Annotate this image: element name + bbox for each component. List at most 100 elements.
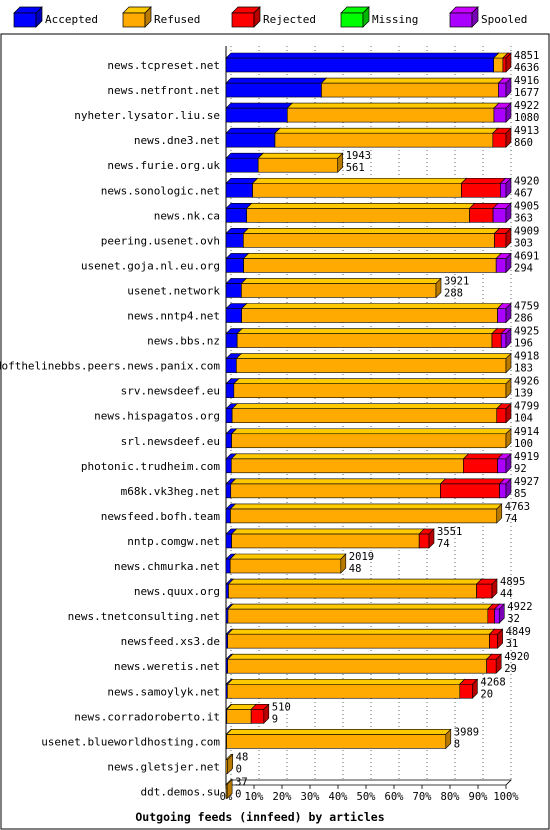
legend-swatch-front <box>122 12 146 28</box>
bar-segment-spooled-side <box>505 202 512 224</box>
bar-segment-refused <box>235 352 512 374</box>
category-label: newsfeed.xs3.de <box>121 635 220 648</box>
total-label: 4925 <box>514 326 539 338</box>
bar-row <box>225 302 512 324</box>
bar-segment-refused-top <box>235 353 512 359</box>
total-label: 2019 <box>349 551 374 563</box>
category-label: news.nntp4.net <box>127 310 220 323</box>
bar-segment-rejected-side <box>505 52 512 73</box>
category-label: ddt.demos.su <box>141 785 220 798</box>
accepted-label: 31 <box>506 638 519 650</box>
outer-border <box>0 33 550 830</box>
total-label: 4895 <box>500 576 525 588</box>
legend-swatch-side <box>35 6 43 28</box>
bar-segment-refused <box>225 753 234 775</box>
legend-item-missing: Missing <box>340 6 418 28</box>
legend-swatch-front <box>13 12 37 28</box>
bar-segment-accepted-front <box>225 283 242 298</box>
bar-segment-accepted-top <box>225 177 259 184</box>
category-label: news.quux.org <box>134 585 220 598</box>
bar-segment-refused-front <box>241 283 437 298</box>
bar-segment-refused-side <box>445 728 452 750</box>
bar-segment-rejected-side <box>497 628 503 649</box>
x-tick-label: 70% <box>413 791 433 803</box>
bar-row <box>225 277 442 299</box>
category-label: news.gletsjer.net <box>107 760 220 773</box>
bar-segment-spooled <box>496 302 512 324</box>
accepted-label: 561 <box>346 162 365 174</box>
bar-segment-rejected <box>462 453 504 474</box>
category-label: nntp.comgw.net <box>127 535 220 548</box>
bar-segment-accepted-top <box>225 102 294 109</box>
total-label: 4763 <box>505 501 530 513</box>
bar-segment-refused-front <box>226 734 447 749</box>
bar-segment-rejected <box>418 528 435 549</box>
accepted-label: 20 <box>480 688 493 700</box>
bar-segment-refused-front <box>233 383 507 398</box>
category-label: news.hispagatos.org <box>94 410 220 423</box>
bar-segment-refused-front <box>231 408 498 424</box>
bar-segment-rejected-side <box>505 402 512 424</box>
bar-segment-accepted <box>225 127 281 148</box>
accepted-label: 4636 <box>514 62 539 74</box>
bar-segment-rejected <box>460 177 507 198</box>
bar-segment-refused-side <box>337 152 344 173</box>
bar-segment-refused-front <box>243 258 497 273</box>
bar-segment-rejected <box>502 52 512 73</box>
total-label: 4799 <box>514 401 539 413</box>
bar-segment-rejected-front <box>494 233 507 248</box>
bar-segment-refused-side <box>496 503 503 524</box>
bar-segment-rejected-front <box>486 658 497 674</box>
bar-row <box>225 703 270 725</box>
bar-segment-refused-top <box>245 203 476 209</box>
bar-segment-rejected-front <box>459 683 473 699</box>
accepted-label: 100 <box>514 438 533 450</box>
bar-segment-accepted-front <box>225 433 232 449</box>
bar-row <box>225 352 512 374</box>
bar-segment-spooled-front <box>499 483 507 499</box>
bar-segment-refused-top <box>274 127 499 134</box>
bar-segment-refused-top <box>229 553 347 560</box>
bar-segment-spooled-front <box>500 333 507 348</box>
bar-segment-rejected <box>488 628 504 649</box>
accepted-label: 196 <box>514 338 533 350</box>
total-label: 4268 <box>480 676 505 688</box>
bar-segment-spooled <box>497 77 512 98</box>
bar-row <box>225 127 512 148</box>
bar-segment-refused-side <box>505 377 512 399</box>
bar-segment-rejected <box>459 678 479 699</box>
category-label: newsfeed.bofh.team <box>101 510 221 523</box>
total-label: 4920 <box>514 175 539 187</box>
total-label: 4922 <box>514 100 539 112</box>
total-label: 3551 <box>437 526 462 538</box>
bar-segment-accepted-front <box>225 208 248 223</box>
bar-row <box>225 528 435 549</box>
bar-segment-accepted <box>225 152 264 173</box>
bar-segment-refused-top <box>227 578 483 585</box>
legend-swatch-side <box>362 6 370 28</box>
accepted-label: 9 <box>272 713 278 725</box>
bar-segment-rejected <box>475 578 498 599</box>
x-tick-label: 100% <box>493 791 519 803</box>
bar-row <box>225 102 512 123</box>
bar-segment-accepted-front <box>225 258 244 273</box>
bar-segment-accepted-front <box>225 132 276 148</box>
total-label: 37 <box>235 776 248 788</box>
bar-segment-rejected-top <box>460 177 507 184</box>
bar-segment-rejected-front <box>487 608 495 624</box>
bar-segment-refused-front <box>231 458 464 474</box>
bar-segment-rejected-front <box>502 57 507 73</box>
category-label: photonic.trudheim.com <box>81 460 220 473</box>
bar-segment-rejected-front <box>250 708 265 724</box>
bar-row <box>225 177 512 198</box>
category-label: news.sonologic.net <box>101 184 220 197</box>
bar-row <box>225 377 512 399</box>
bar-segment-refused <box>227 578 483 599</box>
bar-segment-spooled <box>499 177 512 198</box>
accepted-label: 183 <box>514 363 533 375</box>
x-tick-label: 60% <box>385 791 405 803</box>
bar-segment-spooled-side <box>505 102 512 123</box>
x-axis-floor <box>225 779 512 786</box>
bar-row <box>225 728 452 750</box>
total-label: 4851 <box>514 50 539 62</box>
